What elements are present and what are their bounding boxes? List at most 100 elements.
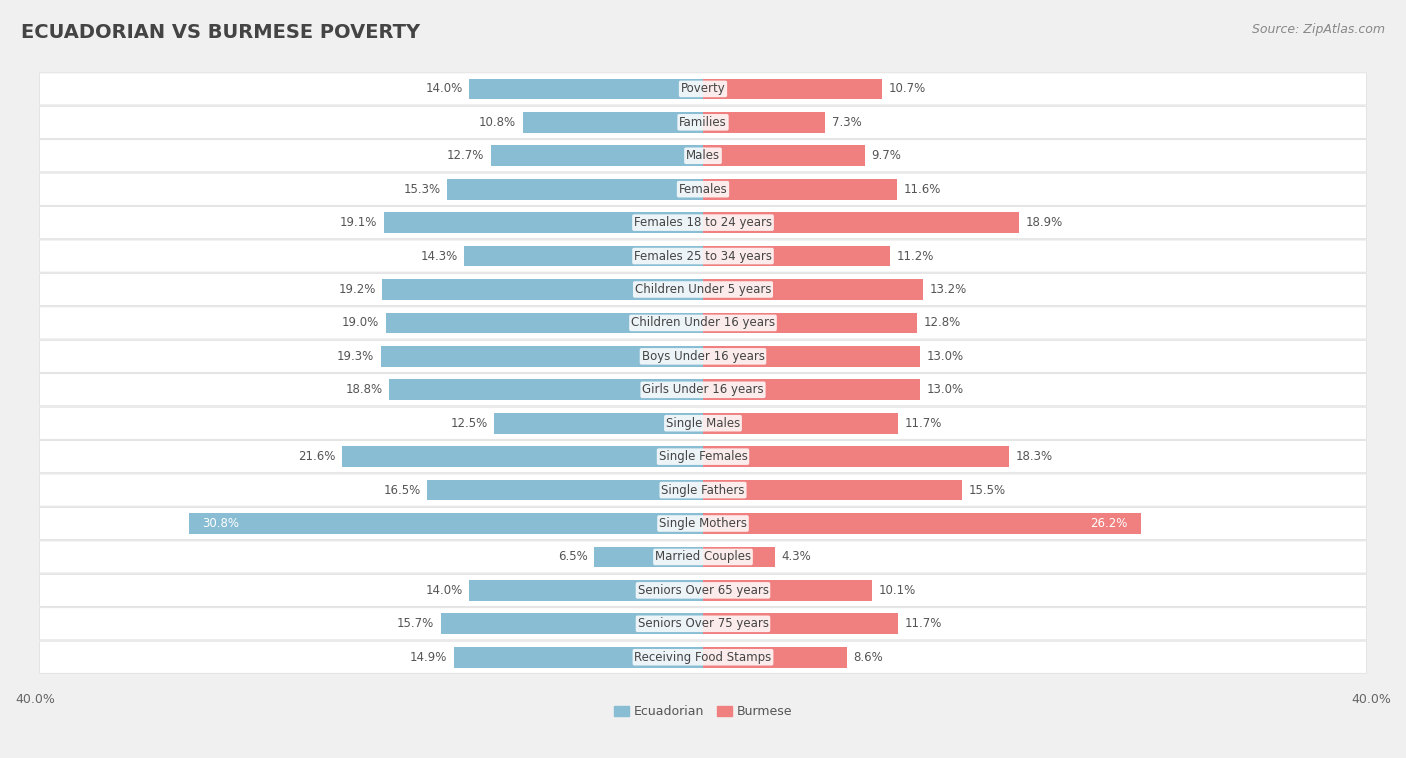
- Text: 14.0%: 14.0%: [425, 584, 463, 597]
- Text: 13.0%: 13.0%: [927, 384, 965, 396]
- Text: 13.2%: 13.2%: [931, 283, 967, 296]
- Bar: [495, 413, 703, 434]
- Bar: [703, 613, 898, 634]
- FancyBboxPatch shape: [39, 641, 1367, 673]
- Text: 8.6%: 8.6%: [853, 650, 883, 664]
- Bar: [447, 179, 703, 199]
- FancyBboxPatch shape: [39, 73, 1367, 105]
- Text: Children Under 5 years: Children Under 5 years: [634, 283, 772, 296]
- FancyBboxPatch shape: [39, 106, 1367, 139]
- Bar: [384, 212, 703, 233]
- Text: Seniors Over 65 years: Seniors Over 65 years: [637, 584, 769, 597]
- Bar: [703, 547, 775, 567]
- Text: Females 25 to 34 years: Females 25 to 34 years: [634, 249, 772, 262]
- Text: 12.8%: 12.8%: [924, 316, 960, 330]
- Bar: [427, 480, 703, 500]
- Bar: [703, 513, 1140, 534]
- Text: Females: Females: [679, 183, 727, 196]
- Bar: [188, 513, 703, 534]
- Bar: [703, 380, 920, 400]
- Bar: [703, 246, 890, 266]
- Text: Males: Males: [686, 149, 720, 162]
- FancyBboxPatch shape: [39, 440, 1367, 473]
- Text: Married Couples: Married Couples: [655, 550, 751, 563]
- Text: Children Under 16 years: Children Under 16 years: [631, 316, 775, 330]
- FancyBboxPatch shape: [39, 575, 1367, 606]
- FancyBboxPatch shape: [39, 274, 1367, 305]
- Text: Source: ZipAtlas.com: Source: ZipAtlas.com: [1251, 23, 1385, 36]
- Text: 30.8%: 30.8%: [202, 517, 239, 530]
- FancyBboxPatch shape: [39, 474, 1367, 506]
- Text: 19.0%: 19.0%: [342, 316, 380, 330]
- Text: 12.5%: 12.5%: [450, 417, 488, 430]
- Text: 18.9%: 18.9%: [1025, 216, 1063, 229]
- Text: Single Mothers: Single Mothers: [659, 517, 747, 530]
- Legend: Ecuadorian, Burmese: Ecuadorian, Burmese: [609, 700, 797, 723]
- Text: 12.7%: 12.7%: [447, 149, 484, 162]
- Bar: [491, 146, 703, 166]
- Text: 19.2%: 19.2%: [339, 283, 375, 296]
- Text: Girls Under 16 years: Girls Under 16 years: [643, 384, 763, 396]
- Bar: [464, 246, 703, 266]
- Text: Females 18 to 24 years: Females 18 to 24 years: [634, 216, 772, 229]
- Text: Boys Under 16 years: Boys Under 16 years: [641, 350, 765, 363]
- FancyBboxPatch shape: [39, 207, 1367, 239]
- Text: 14.9%: 14.9%: [411, 650, 447, 664]
- FancyBboxPatch shape: [39, 307, 1367, 339]
- Text: 13.0%: 13.0%: [927, 350, 965, 363]
- FancyBboxPatch shape: [39, 240, 1367, 272]
- FancyBboxPatch shape: [39, 173, 1367, 205]
- Text: 11.7%: 11.7%: [905, 617, 942, 631]
- Text: 14.0%: 14.0%: [425, 83, 463, 96]
- Bar: [523, 112, 703, 133]
- Text: Single Fathers: Single Fathers: [661, 484, 745, 496]
- Bar: [703, 647, 846, 668]
- FancyBboxPatch shape: [39, 374, 1367, 406]
- Bar: [382, 279, 703, 300]
- Text: Single Females: Single Females: [658, 450, 748, 463]
- Bar: [389, 380, 703, 400]
- Text: 11.6%: 11.6%: [904, 183, 941, 196]
- Text: 4.3%: 4.3%: [782, 550, 811, 563]
- Text: ECUADORIAN VS BURMESE POVERTY: ECUADORIAN VS BURMESE POVERTY: [21, 23, 420, 42]
- Text: 14.3%: 14.3%: [420, 249, 457, 262]
- Text: 6.5%: 6.5%: [558, 550, 588, 563]
- Text: 18.3%: 18.3%: [1015, 450, 1053, 463]
- Text: 10.8%: 10.8%: [479, 116, 516, 129]
- Bar: [470, 580, 703, 601]
- Text: 15.3%: 15.3%: [404, 183, 441, 196]
- Text: 11.7%: 11.7%: [905, 417, 942, 430]
- Bar: [703, 179, 897, 199]
- Text: 15.5%: 15.5%: [969, 484, 1005, 496]
- Bar: [381, 346, 703, 367]
- Bar: [441, 613, 703, 634]
- Bar: [703, 446, 1008, 467]
- Bar: [454, 647, 703, 668]
- Bar: [595, 547, 703, 567]
- Text: 9.7%: 9.7%: [872, 149, 901, 162]
- Text: Single Males: Single Males: [666, 417, 740, 430]
- Text: 11.2%: 11.2%: [897, 249, 934, 262]
- Text: 19.1%: 19.1%: [340, 216, 377, 229]
- Bar: [385, 312, 703, 334]
- Text: 7.3%: 7.3%: [831, 116, 862, 129]
- Text: 19.3%: 19.3%: [336, 350, 374, 363]
- Text: 21.6%: 21.6%: [298, 450, 336, 463]
- Bar: [703, 346, 920, 367]
- Bar: [703, 146, 865, 166]
- Text: 15.7%: 15.7%: [396, 617, 434, 631]
- Bar: [703, 413, 898, 434]
- Text: 10.7%: 10.7%: [889, 83, 925, 96]
- FancyBboxPatch shape: [39, 608, 1367, 640]
- Text: Families: Families: [679, 116, 727, 129]
- Bar: [703, 480, 962, 500]
- Text: Seniors Over 75 years: Seniors Over 75 years: [637, 617, 769, 631]
- Text: Receiving Food Stamps: Receiving Food Stamps: [634, 650, 772, 664]
- Text: 10.1%: 10.1%: [879, 584, 915, 597]
- Bar: [703, 279, 924, 300]
- FancyBboxPatch shape: [39, 541, 1367, 573]
- FancyBboxPatch shape: [39, 407, 1367, 440]
- Text: 16.5%: 16.5%: [384, 484, 420, 496]
- Bar: [703, 112, 825, 133]
- Bar: [703, 312, 917, 334]
